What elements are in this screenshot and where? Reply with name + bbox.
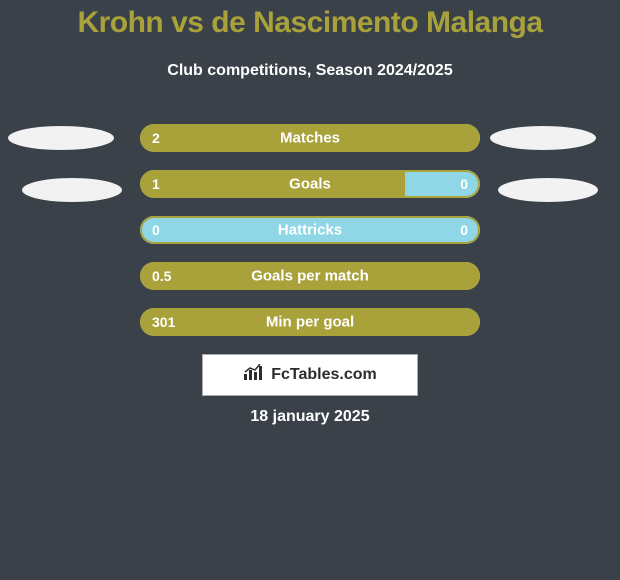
stat-value-left: 0 — [152, 222, 160, 238]
page-title: Krohn vs de Nascimento Malanga — [0, 6, 620, 40]
logo-box: FcTables.com — [202, 354, 418, 396]
player-blob — [8, 126, 114, 150]
stat-bar: Goals 1 0 — [140, 170, 480, 198]
stat-bar: Goals per match 0.5 — [140, 262, 480, 290]
player-blob — [22, 178, 122, 202]
stat-bar: Min per goal 301 — [140, 308, 480, 336]
stat-label: Matches — [280, 130, 340, 147]
player-blob — [490, 126, 596, 150]
player-blob — [498, 178, 598, 202]
stat-bar-right-fill — [405, 170, 480, 198]
stat-label: Hattricks — [278, 222, 342, 239]
stat-value-left: 0.5 — [152, 268, 171, 284]
logo-text: FcTables.com — [271, 366, 377, 384]
footer-date: 18 january 2025 — [0, 408, 620, 426]
stat-label: Goals per match — [251, 268, 369, 285]
stat-value-left: 1 — [152, 176, 160, 192]
stat-value-right: 0 — [460, 222, 468, 238]
stat-bar-left-fill — [140, 170, 405, 198]
stat-value-right: 0 — [460, 176, 468, 192]
stat-value-left: 2 — [152, 130, 160, 146]
stat-value-left: 301 — [152, 314, 175, 330]
stat-label: Goals — [289, 176, 331, 193]
subtitle: Club competitions, Season 2024/2025 — [0, 62, 620, 80]
stat-label: Min per goal — [266, 314, 354, 331]
stat-bar: Matches 2 — [140, 124, 480, 152]
comparison-infographic: Krohn vs de Nascimento Malanga Club comp… — [0, 0, 620, 580]
bar-chart-icon — [243, 364, 265, 387]
stat-bar: Hattricks 0 0 — [140, 216, 480, 244]
